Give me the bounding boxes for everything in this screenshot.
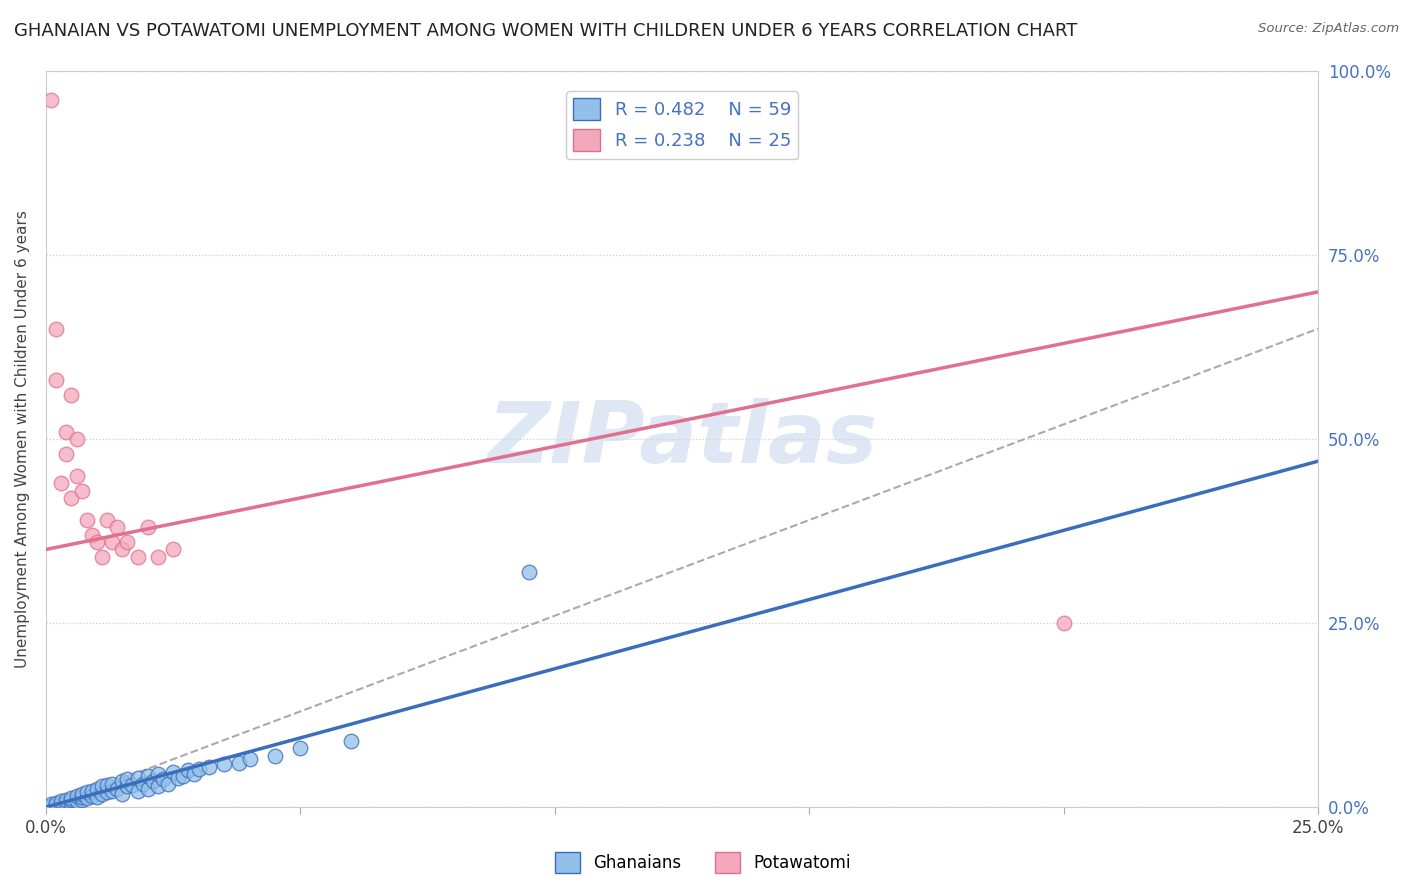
Point [60,388,83,402]
Point [131,776,153,790]
Point [157,776,180,790]
Point [177,764,200,778]
Point [162,764,184,779]
Point [105,781,128,796]
Point [101,776,124,790]
Point [60,796,83,810]
Point [91,780,114,794]
Point [96,785,118,799]
Text: ZIPatlas: ZIPatlas [486,398,877,481]
Point [136,769,159,783]
Point [127,771,149,785]
Text: Source: ZipAtlas.com: Source: ZipAtlas.com [1258,22,1399,36]
Point [1053,615,1076,630]
Point [146,780,169,794]
Point [60,793,83,807]
Point [45,796,67,810]
Point [340,734,363,748]
Point [136,520,159,534]
Point [121,778,143,792]
Point [290,741,312,756]
Point [117,535,139,549]
Point [76,791,98,805]
Point [162,542,184,557]
Point [146,767,169,781]
Point [111,787,134,801]
Point [55,447,77,461]
Point [35,800,58,814]
Point [238,752,260,766]
Point [51,794,73,808]
Point [76,785,98,799]
Legend: Ghanaians, Potawatomi: Ghanaians, Potawatomi [548,846,858,880]
Text: GHANAIAN VS POTAWATOMI UNEMPLOYMENT AMONG WOMEN WITH CHILDREN UNDER 6 YEARS CORR: GHANAIAN VS POTAWATOMI UNEMPLOYMENT AMON… [14,22,1077,40]
Point [96,513,118,527]
Point [65,432,87,446]
Point [187,762,209,776]
Point [51,476,73,491]
Point [60,791,83,805]
Point [172,769,194,783]
Point [96,778,118,792]
Point [70,483,93,498]
Point [65,789,87,803]
Point [86,535,108,549]
Point [117,780,139,794]
Point [65,468,87,483]
Point [146,549,169,564]
Point [80,527,103,541]
Point [76,513,98,527]
Point [152,772,174,786]
Point [45,373,67,387]
Point [80,789,103,803]
Point [101,784,124,798]
Point [39,798,62,813]
Point [127,549,149,564]
Point [45,321,67,335]
Point [39,94,62,108]
Y-axis label: Unemployment Among Women with Children Under 6 years: Unemployment Among Women with Children U… [15,211,30,668]
Point [86,781,108,796]
Point [117,772,139,786]
Point [519,565,541,579]
Point [212,757,235,772]
Point [86,789,108,804]
Point [55,425,77,439]
Point [111,774,134,789]
Point [91,787,114,801]
Point [127,784,149,798]
Point [70,787,93,801]
Point [39,797,62,811]
Point [101,535,124,549]
Point [55,797,77,811]
Point [167,771,190,785]
Point [228,756,250,770]
Point [80,784,103,798]
Legend: R = 0.482    N = 59, R = 0.238    N = 25: R = 0.482 N = 59, R = 0.238 N = 25 [567,91,799,159]
Point [45,797,67,812]
Point [65,794,87,808]
Point [111,542,134,557]
Point [198,759,221,773]
Point [105,520,128,534]
Point [55,793,77,807]
Point [142,774,165,789]
Point [183,767,205,781]
Point [136,781,159,796]
Point [91,549,114,564]
Point [60,491,83,505]
Point [70,793,93,807]
Point [51,797,73,811]
Point [264,748,287,763]
Point [70,789,93,804]
